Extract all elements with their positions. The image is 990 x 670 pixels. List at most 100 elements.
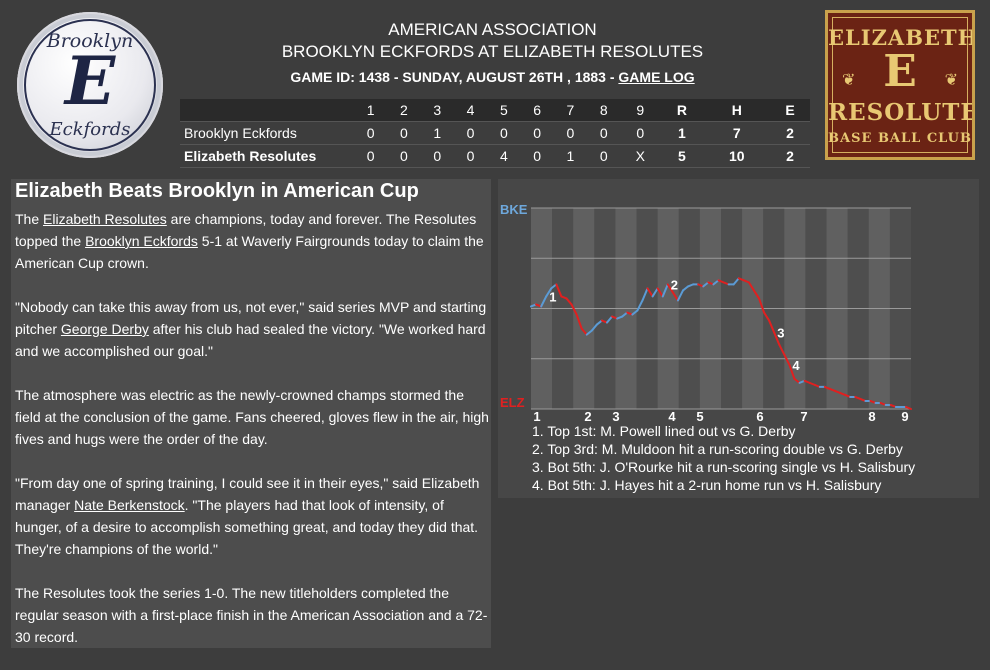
inning-score: 0 [587,144,621,168]
ornament-right-icon: ❦ [944,72,958,89]
linescore-row-home: Elizabeth Resolutes 0 0 0 0 4 0 1 0 X 5 … [180,144,810,168]
link-george-derby[interactable]: George Derby [60,321,149,337]
probability-segment [671,291,679,302]
team-name-away[interactable]: Brooklyn Eckfords [180,121,354,145]
header-cell: 4 [453,99,488,122]
story-headline: Elizabeth Beats Brooklyn in American Cup [15,180,419,202]
key-play-marker: 2 [671,277,678,292]
home-team-label: ELZ [500,395,525,410]
inning-score: 0 [387,144,421,168]
hits-home: 10 [703,144,771,168]
inning-score: 0 [387,121,421,145]
probability-segment [651,287,659,298]
inning-score: 0 [354,121,388,145]
runs-away: 1 [660,121,704,145]
probability-segment [580,327,588,336]
inning-score: 0 [520,144,554,168]
probability-segment [773,331,781,346]
header-cell: 3 [420,99,454,122]
probability-segment [702,281,710,288]
inning-tick-label: 4 [668,409,676,424]
probability-segment [778,343,786,356]
key-plays-list: 1. Top 1st: M. Powell lined out vs G. De… [532,422,915,494]
probability-segment [565,297,573,306]
game-story-panel: Elizabeth Beats Brooklyn in American Cup… [11,179,491,648]
inning-score: 0 [587,121,621,145]
logo-letter-e: E [883,46,917,97]
probability-segment [606,315,614,324]
story-text: The [15,211,44,227]
win-probability-panel: BKE ELZ 1 2 3 4 1 2 3 4 5 6 7 8 9 1. Top 1st: M. Powel… [498,179,979,498]
header-cell: 2 [387,99,421,122]
linescore-header-row: 1 2 3 4 5 6 7 8 9 R H E [180,99,810,122]
probability-segment [758,297,766,314]
ornament-left-icon: ❦ [842,72,856,89]
story-text: are champions, today and forever. The Re… [15,211,477,249]
errors-away: 2 [770,121,810,145]
away-team-label: BKE [500,202,528,217]
story-text: . "The players had that look of intensit… [15,497,479,557]
probability-segment [747,281,755,292]
probability-segment [712,279,720,286]
game-info: GAME ID: 1438 - SUNDAY, AUGUST 26TH , 18… [180,69,805,85]
game-info-text: GAME ID: 1438 - SUNDAY, AUGUST 26TH , 18… [290,69,615,85]
story-paragraph: The atmosphere was electric as the newly… [15,387,489,447]
inning-tick-label: 8 [868,409,875,424]
inning-score: X [620,144,661,168]
inning-score: 0 [520,121,554,145]
game-log-link[interactable]: GAME LOG [618,69,695,85]
elizabeth-resolutes-logo[interactable]: ELIZABETH ❦ E ❦ RESOLUTES BASE BALL CLUB [825,10,975,160]
link-nate-berkenstock[interactable]: Nate Berkenstock [74,497,185,513]
linescore-table: 1 2 3 4 5 6 7 8 9 R H E Brooklyn Eckford… [180,99,810,168]
key-play-item: 1. Top 1st: M. Powell lined out vs G. De… [532,423,796,439]
league-title: AMERICAN ASSOCIATION [388,20,597,39]
probability-segment [676,289,684,302]
inning-tick-label: 6 [756,409,763,424]
key-play-item: 3. Bot 5th: J. O'Rourke hit a run-scorin… [532,459,916,475]
header-cell: 8 [587,99,621,122]
probability-segment [550,283,558,290]
probability-segment [788,363,796,380]
story-paragraph: The Resolutes took the series 1-0. The n… [15,585,488,645]
header-cell-runs: R [660,99,704,122]
inning-tick-label: 1 [533,409,540,424]
probability-segment [768,319,776,334]
logo-text-elizabeth: ELIZABETH [828,25,975,50]
logo-text-brooklyn: Brooklyn [46,30,134,52]
inning-tick-label: 5 [696,409,703,424]
logo-frame [832,17,968,153]
inning-tick-label: 7 [800,409,807,424]
logo-letter-e: E [64,42,116,120]
story-text: after his club had sealed the victory. "… [15,321,486,359]
inning-score: 0 [453,121,488,145]
probability-segment [590,323,598,332]
inning-score: 0 [420,144,454,168]
probability-segment [636,299,644,312]
probability-segment [783,353,791,366]
brooklyn-eckfords-logo[interactable]: Brooklyn E Eckfords [17,12,163,158]
logo-ring [24,19,156,151]
logo-text-eckfords: Eckfords [49,119,131,140]
inning-score: 0 [487,121,521,145]
team-name-home[interactable]: Elizabeth Resolutes [180,144,354,168]
probability-segment [646,287,654,298]
probability-segment [621,311,629,318]
inning-tick-label: 3 [612,409,619,424]
probability-segment [763,311,771,322]
probability-segment [904,405,912,410]
story-paragraph: "From day one of spring training, I coul… [15,472,489,560]
inning-tick-label: 2 [584,409,591,424]
header-cell [180,99,354,122]
probability-segment [641,287,649,302]
link-brooklyn-eckfords[interactable]: Brooklyn Eckfords [85,233,198,249]
link-elizabeth-resolutes[interactable]: Elizabeth Resolutes [43,211,167,227]
story-text: "From day one of spring training, I coul… [15,475,480,513]
key-play-marker: 3 [777,326,784,341]
header-cell: 6 [520,99,554,122]
header-cell: 7 [553,99,588,122]
probability-segment [540,295,548,308]
probability-segment [555,283,563,298]
probability-segment [732,277,740,286]
probability-segment [682,285,690,292]
logo-text-resolutes: RESOLUTES [828,99,972,126]
